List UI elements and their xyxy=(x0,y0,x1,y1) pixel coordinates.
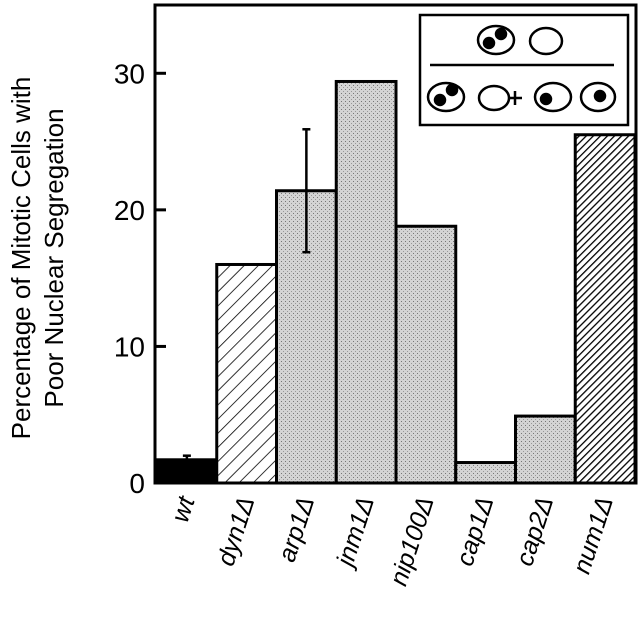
cell xyxy=(528,26,564,56)
nucleus xyxy=(494,27,508,41)
cell xyxy=(476,24,516,56)
y-tick-label: 30 xyxy=(114,58,145,89)
y-axis-label-line: Percentage of Mitotic Cells with xyxy=(6,77,36,440)
x-tick-label: cap1Δ xyxy=(451,493,500,569)
y-tick-label: 10 xyxy=(114,331,145,362)
bar xyxy=(514,414,577,485)
cell xyxy=(426,81,466,113)
x-tick-label: num1Δ xyxy=(568,493,619,577)
x-tick-label: cap2Δ xyxy=(511,493,560,569)
plot-frame xyxy=(153,3,638,485)
x-tick-label: arp1Δ xyxy=(273,493,320,565)
y-axis-label: Percentage of Mitotic Cells with Poor Nu… xyxy=(6,77,69,440)
cell xyxy=(477,84,511,112)
y-tick-label: 20 xyxy=(114,195,145,226)
bar xyxy=(334,79,398,485)
bar xyxy=(454,461,517,485)
nucleus xyxy=(482,36,496,50)
x-tick-label: dyn1Δ xyxy=(212,493,261,569)
y-axis-label-line: Poor Nuclear Segregation xyxy=(39,108,69,407)
y-tick-label: 0 xyxy=(129,468,145,499)
plus xyxy=(508,91,522,105)
nucleus xyxy=(445,83,459,97)
bar xyxy=(573,133,637,485)
legend-inset xyxy=(418,13,630,127)
bar xyxy=(215,262,278,485)
nucleus xyxy=(539,92,553,106)
nucleus xyxy=(433,93,447,107)
bar xyxy=(394,224,458,485)
x-tick-label: jnm1Δ xyxy=(330,493,379,572)
x-tick-label: wt xyxy=(166,492,201,525)
nucleus xyxy=(593,89,607,103)
x-tick-label: nip100Δ xyxy=(385,493,440,589)
